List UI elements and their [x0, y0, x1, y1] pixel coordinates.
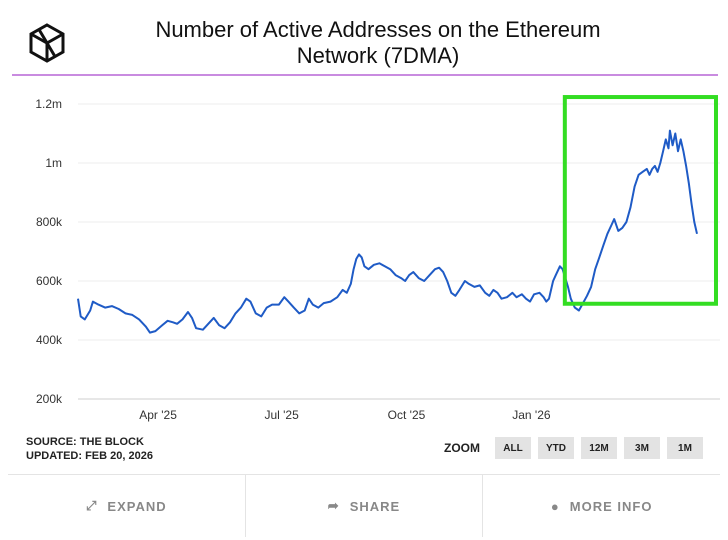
share-button[interactable]: ➦ SHARE: [246, 475, 484, 537]
y-tick-label: 200k: [36, 392, 63, 406]
source-line: SOURCE: THE BLOCK: [26, 436, 144, 448]
share-label: SHARE: [349, 498, 401, 514]
chart-header: Number of Active Addresses on the Ethere…: [8, 0, 720, 76]
y-tick-label: 1.2m: [35, 97, 62, 111]
chart-title-line1: Number of Active Addresses on the Ethere…: [155, 17, 601, 42]
chart-title-line2: Network (7DMA): [296, 43, 460, 68]
x-tick-label: Jul '25: [264, 408, 299, 422]
the-block-logo-icon: [29, 23, 65, 63]
title-divider: [12, 74, 718, 76]
source-info: SOURCE: THE BLOCK UPDATED: FEB 20, 2026: [26, 435, 153, 463]
more-info-label: MORE INFO: [569, 498, 653, 514]
chart-title: Number of Active Addresses on the Ethere…: [88, 17, 668, 69]
zoom-label: ZOOM: [444, 441, 480, 455]
series-line: [77, 129, 698, 334]
expand-button[interactable]: ⤢ EXPAND: [8, 475, 246, 537]
chart-card: Number of Active Addresses on the Ethere…: [8, 0, 720, 540]
zoom-12m-button[interactable]: 12M: [581, 437, 617, 459]
line-chart[interactable]: 1.2m 1m 800k 600k 400k 200k Apr '25 Jul '25 Oct …: [8, 0, 720, 430]
more-info-button[interactable]: ● MORE INFO: [483, 475, 720, 537]
zoom-controls: ZOOM ALL YTD 12M 3M 1M: [444, 437, 703, 459]
x-tick-label: Oct '25: [388, 408, 426, 422]
y-tick-label: 600k: [36, 274, 63, 288]
updated-line: UPDATED: FEB 20, 2026: [26, 450, 153, 462]
zoom-all-button[interactable]: ALL: [495, 437, 531, 459]
y-tick-label: 1m: [45, 156, 62, 170]
zoom-ytd-button[interactable]: YTD: [538, 437, 574, 459]
share-arrow-icon: ➦: [327, 498, 340, 513]
info-circle-icon: ●: [550, 498, 560, 514]
zoom-3m-button[interactable]: 3M: [624, 437, 660, 459]
expand-label: EXPAND: [107, 498, 167, 514]
x-tick-label: Jan '26: [512, 408, 551, 422]
x-tick-label: Apr '25: [139, 408, 177, 422]
expand-arrows-icon: ⤢: [86, 498, 98, 513]
y-tick-label: 800k: [36, 215, 63, 229]
y-tick-label: 400k: [36, 333, 63, 347]
zoom-1m-button[interactable]: 1M: [667, 437, 703, 459]
chart-footer: ⤢ EXPAND ➦ SHARE ● MORE INFO: [8, 474, 720, 537]
highlight-box: [562, 95, 718, 306]
